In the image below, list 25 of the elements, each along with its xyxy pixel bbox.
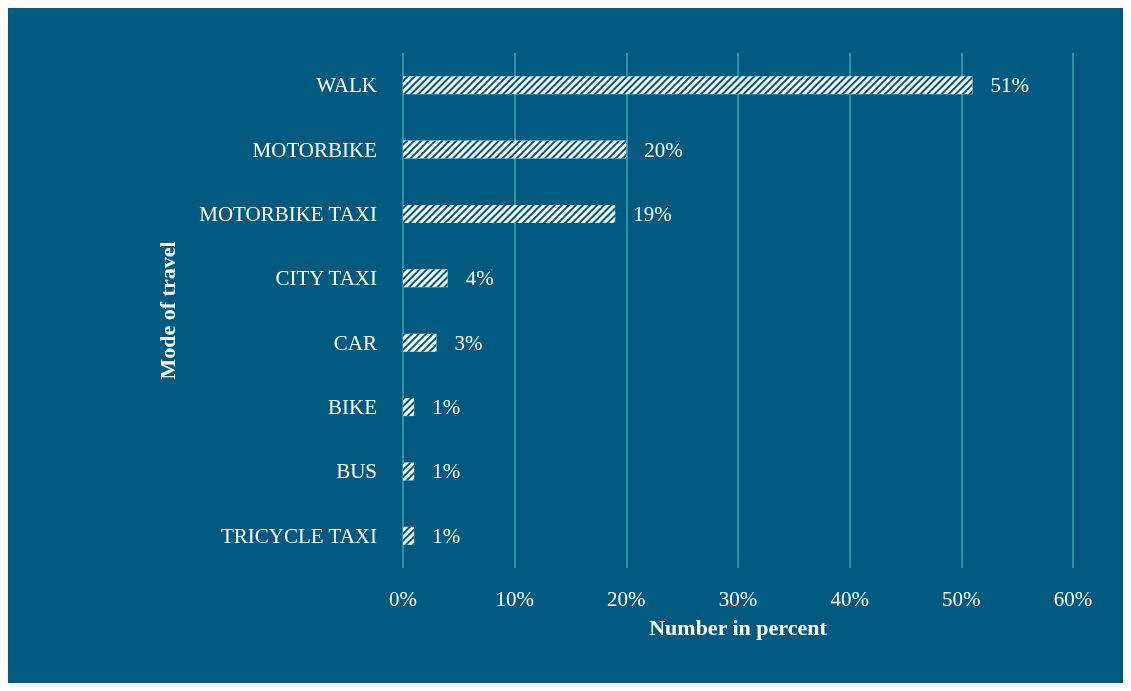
y-tick-label: CITY TAXI [275, 266, 377, 291]
x-tick-label: 0% [389, 586, 417, 611]
data-label: 1% [432, 523, 461, 548]
data-label: 20% [644, 137, 683, 162]
y-tick-label: BIKE [328, 395, 377, 420]
data-label: 1% [432, 395, 461, 420]
x-tick-label: 60% [1053, 586, 1093, 611]
y-tick-label: TRICYCLE TAXI [220, 523, 377, 548]
data-label: 4% [465, 266, 494, 291]
x-tick-label: 20% [607, 586, 646, 611]
y-tick-label: WALK [316, 73, 377, 98]
x-tick-label: 30% [718, 586, 758, 611]
data-label: 3% [454, 330, 483, 355]
data-label: 51% [990, 73, 1029, 98]
data-label: 1% [432, 459, 461, 484]
x-axis-title: Number in percent [649, 614, 828, 640]
x-tick-label: 10% [495, 586, 534, 611]
y-axis-title: Mode of travel [154, 241, 180, 380]
x-tick-label: 50% [942, 586, 981, 611]
x-tick-label: 40% [830, 586, 869, 611]
data-label: 19% [633, 201, 672, 226]
y-tick-label: BUS [336, 459, 377, 484]
y-tick-label: CAR [333, 330, 377, 355]
y-tick-label: MOTORBIKE [252, 137, 377, 162]
y-tick-label: MOTORBIKE TAXI [199, 201, 377, 226]
